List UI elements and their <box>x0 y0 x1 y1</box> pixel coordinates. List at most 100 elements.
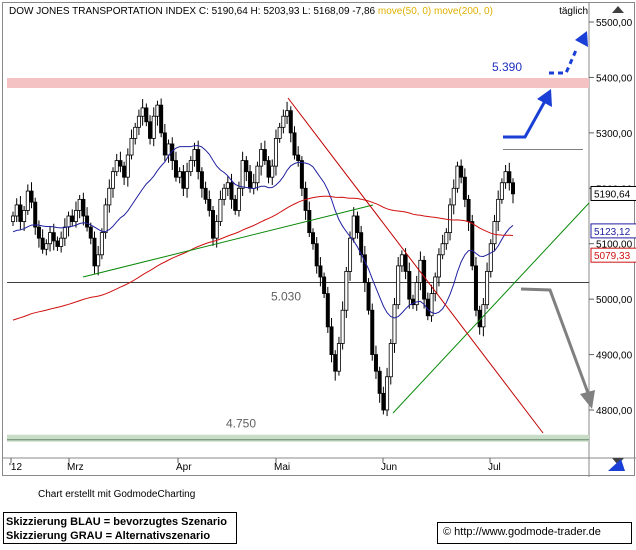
x-tick-label: Mai <box>274 462 290 473</box>
y-tick-label: 5500,00 <box>596 18 633 29</box>
candle-body <box>448 204 453 234</box>
close-tag-label: 5190,64 <box>594 189 631 200</box>
chart-canvas[interactable]: 5.390 5.030 4.750 4800,00 4900,00 5000,00 5100… <box>3 3 636 477</box>
candle-body <box>385 376 390 411</box>
copyright-icon: © <box>443 526 452 538</box>
grey-scenario-path <box>520 287 590 394</box>
ma50-label: move(50, 0) <box>377 6 432 17</box>
candle-body <box>459 165 464 178</box>
y-tick-label: 5400,00 <box>596 73 633 84</box>
ma200-tag-box <box>590 247 636 263</box>
candle-body <box>44 243 49 250</box>
candle-body <box>55 240 60 247</box>
grey-arrowhead <box>580 390 595 409</box>
candle-body <box>51 232 56 242</box>
candle-body <box>373 354 378 372</box>
y-tick-label: 4900,00 <box>596 351 633 362</box>
scenario-legend: Skizzierung BLAU = bevorzugtes Szenario … <box>3 512 237 544</box>
candle-body <box>114 160 119 173</box>
candle-body <box>444 232 449 245</box>
candle-body <box>77 198 82 211</box>
candle-body <box>99 232 104 256</box>
candle-body <box>355 215 360 234</box>
candle-body <box>503 171 508 184</box>
candle-body <box>336 343 341 372</box>
candle-body <box>414 282 419 306</box>
website-url: http://www.godmode-trader.de <box>454 526 601 538</box>
candle-body <box>33 201 38 228</box>
close-tag-box <box>590 185 636 201</box>
candle-body <box>40 237 45 250</box>
y-tick-label: 5300,00 <box>596 129 633 140</box>
candle-body <box>259 149 264 167</box>
blue-dashed-path <box>549 47 579 75</box>
website-link[interactable]: © http://www.godmode-trader.de <box>437 522 632 544</box>
candle-body <box>25 190 30 211</box>
candle-body <box>322 276 327 295</box>
candle-body <box>266 160 271 178</box>
candle-body <box>240 160 245 189</box>
candle-body <box>388 343 393 378</box>
candle-body <box>466 198 471 222</box>
candles <box>10 98 515 417</box>
support-label: 5.030 <box>271 290 301 304</box>
ohlc-readout: C: 5190,64 H: 5203,93 L: 5168,09 -7,86 <box>198 6 376 17</box>
index-title: DOW JONES TRANSPORTATION INDEX <box>9 6 197 17</box>
candle-body <box>185 171 190 189</box>
candle-body <box>118 160 123 167</box>
candle-body <box>155 104 160 117</box>
candle-body <box>399 254 404 267</box>
candle-body <box>492 221 497 245</box>
candle-body <box>225 182 230 189</box>
candle-body <box>129 137 134 156</box>
candle-body <box>370 309 375 355</box>
candle-body <box>92 237 97 267</box>
candle-body <box>485 271 490 306</box>
legend-grey-text: Skizzierung GRAU = Alternativszenario <box>6 530 211 542</box>
blue-scenario-path <box>503 100 547 139</box>
candle-body <box>59 237 64 247</box>
green-trendline-upper <box>82 204 374 278</box>
candle-body <box>310 232 315 245</box>
ma50-tag-label: 5123,12 <box>594 227 631 238</box>
candle-body <box>407 271 412 300</box>
candle-body <box>422 259 427 300</box>
chart-frame: 5.390 5.030 4.750 4800,00 4900,00 5000,00 5100… <box>2 2 636 477</box>
candle-body <box>436 254 441 278</box>
draw-tool-icon[interactable] <box>608 459 625 471</box>
x-tick-label: '12 <box>9 462 22 473</box>
ma50-line <box>12 144 514 319</box>
candle-body <box>496 198 501 222</box>
candle-body <box>133 126 138 139</box>
candle-body <box>218 198 223 222</box>
candle-body <box>29 190 34 203</box>
y-tick-label: 4800,00 <box>596 406 633 417</box>
y-tick-label: 5000,00 <box>596 295 633 306</box>
candle-body <box>151 115 156 139</box>
candle-body <box>170 143 175 161</box>
candle-body <box>181 171 186 189</box>
candle-body <box>18 204 23 222</box>
candle-body <box>159 104 164 134</box>
candle-body <box>292 132 297 156</box>
candle-body <box>325 293 330 328</box>
candle-body <box>510 182 515 195</box>
candle-body <box>81 198 86 217</box>
candle-body <box>396 265 401 306</box>
ma200-line <box>12 195 514 321</box>
red-trendline <box>287 97 544 434</box>
candle-body <box>70 215 75 222</box>
candle-body <box>14 204 19 217</box>
candle-body <box>48 232 53 245</box>
candle-body <box>233 198 238 211</box>
candle-body <box>296 154 301 161</box>
lower-level-label: 4.750 <box>226 417 256 431</box>
period-label[interactable]: täglich <box>559 6 588 17</box>
candle-body <box>136 115 141 128</box>
scroll-up-icon[interactable] <box>612 6 624 13</box>
candle-body <box>196 149 201 173</box>
legend-blue-text: Skizzierung BLAU = bevorzugtes Szenario <box>6 516 227 528</box>
candle-body <box>255 165 260 184</box>
candle-body <box>455 165 460 189</box>
candle-body <box>214 221 219 239</box>
